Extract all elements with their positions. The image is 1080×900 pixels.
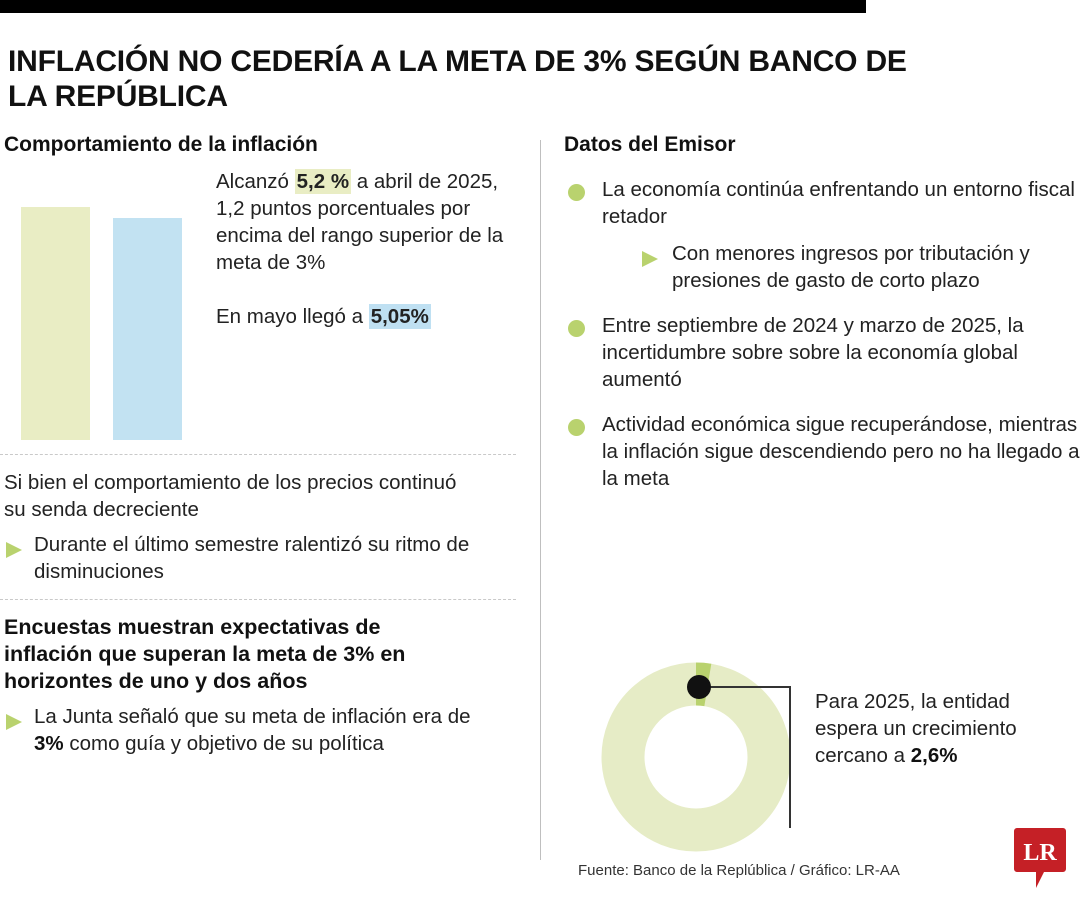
column-divider [540,140,541,860]
list-item-semestre: Durante el último semestre ralentizó su … [4,531,528,585]
bar-annotation-line2: En mayo llegó a 5,05% [216,303,516,330]
donut-marker-dot [687,675,711,699]
inflation-bar-chart: Alcanzó 5,2 % a abril de 2025, 1,2 punto… [0,169,528,440]
divider-1 [0,454,516,455]
list-item-actividad: Actividad económica sigue recuperándose,… [560,411,1080,492]
list-item-incertidumbre: Entre septiembre de 2024 y marzo de 2025… [560,312,1080,393]
left-column: Comportamiento de la inflación Alcanzó 5… [0,132,528,757]
donut-base-ring [601,662,791,852]
right-section-title: Datos del Emisor [564,133,736,156]
circle-bullet-icon [568,184,585,201]
sub-list-item-tributacion-text: Con menores ingresos por tributación y p… [672,242,1030,292]
list-item-junta-text: La Junta señaló que su meta de inflación… [34,703,484,757]
donut-svg [601,662,791,852]
annotation-prefix: Alcanzó [216,170,295,193]
list-item-economia-body: La economía continúa enfrentando un ento… [602,176,1080,294]
right-column: Datos del Emisor La economía continúa en… [560,132,1080,492]
bar-abril-2025 [21,207,90,440]
encuestas-heading: Encuestas muestran expectativas de infla… [4,615,406,693]
lr-logo: LR [1014,828,1066,888]
lr-logo-svg: LR [1014,828,1066,888]
donut-annotation: Para 2025, la entidad espera un crecimie… [815,688,1065,769]
list-item-actividad-body: Actividad económica sigue recuperándose,… [602,411,1080,492]
donut-leader-line [700,686,791,828]
list-item-incertidumbre-body: Entre septiembre de 2024 y marzo de 2025… [602,312,1080,393]
annotation-line2-prefix: En mayo llegó a [216,305,369,328]
list-item-actividad-text: Actividad económica sigue recuperándose,… [602,413,1080,490]
bar-chart-annotation: Alcanzó 5,2 % a abril de 2025, 1,2 punto… [216,168,516,330]
list-item-economia: La economía continúa enfrentando un ento… [560,176,1080,294]
list-item-junta: La Junta señaló que su meta de inflación… [4,703,528,757]
divider-2 [0,599,516,600]
circle-bullet-icon [568,320,585,337]
bar-annotation-line1: Alcanzó 5,2 % a abril de 2025, 1,2 punto… [216,168,516,276]
lr-logo-text: LR [1023,840,1057,866]
bar-mayo-2025 [113,218,182,440]
list-item-economia-text: La economía continúa enfrentando un ento… [602,178,1075,228]
highlight-505-percent: 5,05% [368,304,431,329]
left-section-title: Comportamiento de la inflación [4,133,318,156]
annotation-middle: a abril de 2025, 1,2 puntos porcentuales… [216,170,504,274]
junta-prefix: La Junta señaló que su meta de inflación… [34,705,471,728]
circle-bullet-icon [568,419,585,436]
highlight-52-percent: 5,2 % [294,169,352,194]
junta-suffix: como guía y objetivo de su política [63,732,384,755]
source-note: Fuente: Banco de la Replública / Gráfico… [578,862,900,879]
triangle-bullet-icon [4,712,26,732]
junta-bold-value: 3% [34,732,64,755]
paragraph-precios: Si bien el comportamiento de los precios… [4,471,457,521]
triangle-bullet-icon [4,540,26,560]
sub-list-item-tributacion: Con menores ingresos por tributación y p… [640,240,1080,294]
page-title: INFLACIÓN NO CEDERÍA A LA META DE 3% SEG… [8,45,907,114]
list-item-semestre-text: Durante el último semestre ralentizó su … [34,533,470,583]
triangle-bullet-icon [640,249,662,274]
list-item-incertidumbre-text: Entre septiembre de 2024 y marzo de 2025… [602,314,1024,391]
donut-note-value: 2,6% [910,744,958,767]
donut-note-prefix: Para 2025, la entidad espera un crecimie… [815,690,1017,767]
top-black-bar [0,0,866,13]
growth-donut-chart: Para 2025, la entidad espera un crecimie… [560,660,1080,860]
